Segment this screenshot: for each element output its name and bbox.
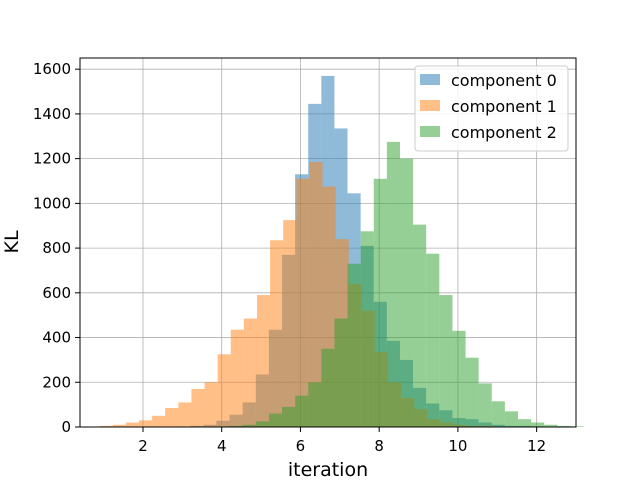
histogram-bar-component-2 xyxy=(426,253,440,427)
histogram-bar-component-2 xyxy=(255,421,269,427)
y-tick-label: 0 xyxy=(61,418,71,436)
y-tick-label: 1000 xyxy=(33,194,71,212)
histogram-bar-component-1 xyxy=(165,407,179,427)
histogram-bar-component-2 xyxy=(504,411,518,427)
histogram-bar-component-2 xyxy=(399,158,414,428)
x-tick-label: 8 xyxy=(374,437,384,455)
histogram-bar-component-2 xyxy=(413,224,427,427)
histogram-bar-component-2 xyxy=(229,425,243,427)
histogram-bar-component-1 xyxy=(152,415,166,427)
histogram-bar-component-1 xyxy=(217,354,231,427)
legend-box xyxy=(414,65,569,152)
histogram-bar-component-2 xyxy=(439,295,453,427)
histogram-bar-component-2 xyxy=(360,231,374,427)
y-tick-label: 600 xyxy=(42,284,71,302)
histogram-bar-component-1 xyxy=(191,388,205,427)
bars-group xyxy=(99,75,584,428)
histogram-bar-component-1 xyxy=(178,402,192,427)
histogram-bar-component-2 xyxy=(308,382,322,427)
histogram-bar-component-2 xyxy=(544,424,558,427)
histogram-bar-component-2 xyxy=(347,263,361,427)
histogram-bar-component-2 xyxy=(373,178,387,427)
legend: component 0 component 1 component 2 xyxy=(414,65,569,152)
histogram-bar-component-2 xyxy=(268,413,283,427)
x-tick-label: 6 xyxy=(296,437,306,455)
y-tick-label: 400 xyxy=(42,329,71,347)
histogram-bar-component-1 xyxy=(139,420,153,427)
y-axis-label: KL xyxy=(1,230,23,253)
histogram-bar-component-2 xyxy=(478,383,492,427)
y-tick-label: 200 xyxy=(42,373,71,391)
histogram-bar-component-1 xyxy=(99,425,113,427)
histogram-bar-component-1 xyxy=(204,382,218,427)
x-tick-label: 2 xyxy=(138,437,148,455)
legend-label-component-2: component 2 xyxy=(451,123,557,142)
histogram-bar-component-2 xyxy=(465,357,479,427)
histogram-bar-component-1 xyxy=(125,422,140,427)
histogram-bar-component-2 xyxy=(517,419,532,427)
histogram-bar-component-2 xyxy=(282,406,296,427)
legend-swatch-component-1 xyxy=(420,100,440,111)
y-tick-label: 1200 xyxy=(33,150,71,168)
histogram-bar-component-1 xyxy=(112,424,126,427)
histogram-bar-component-1 xyxy=(296,178,310,427)
legend-label-component-1: component 1 xyxy=(451,97,557,116)
histogram-bar-component-2 xyxy=(242,424,256,427)
legend-swatch-component-2 xyxy=(420,126,440,137)
y-tick-label: 1600 xyxy=(33,60,71,78)
histogram-bar-component-2 xyxy=(321,348,335,427)
histogram-bar-component-2 xyxy=(570,426,584,427)
x-axis-label: iteration xyxy=(288,459,368,480)
legend-label-component-0: component 0 xyxy=(451,71,557,90)
histogram-bar-component-1 xyxy=(283,220,297,427)
y-tick-label: 800 xyxy=(42,239,71,257)
histogram-bar-component-1 xyxy=(309,161,323,427)
y-tick-label: 1400 xyxy=(33,105,71,123)
histogram-bar-component-1 xyxy=(270,240,284,427)
histogram-bar-component-2 xyxy=(295,395,309,427)
histogram-bar-component-1 xyxy=(230,329,244,427)
ticks-group: 2 4 6 8 10 12 0 200 400 600 800 1000 1200 1400 1600 xyxy=(33,60,546,455)
histogram-bar-component-2 xyxy=(531,422,545,427)
histogram-bar-component-1 xyxy=(243,318,257,427)
histogram-bar-component-1 xyxy=(256,295,271,427)
histogram-bar-component-2 xyxy=(557,425,571,427)
x-tick-label: 4 xyxy=(217,437,227,455)
histogram-bar-component-2 xyxy=(334,318,348,427)
x-tick-label: 12 xyxy=(527,437,546,455)
x-tick-label: 10 xyxy=(448,437,467,455)
histogram-bar-component-2 xyxy=(452,330,466,427)
plot-frame xyxy=(79,57,577,428)
histogram-bar-component-2 xyxy=(491,401,505,427)
legend-swatch-component-0 xyxy=(420,74,440,85)
histogram-bar-component-2 xyxy=(386,141,400,427)
